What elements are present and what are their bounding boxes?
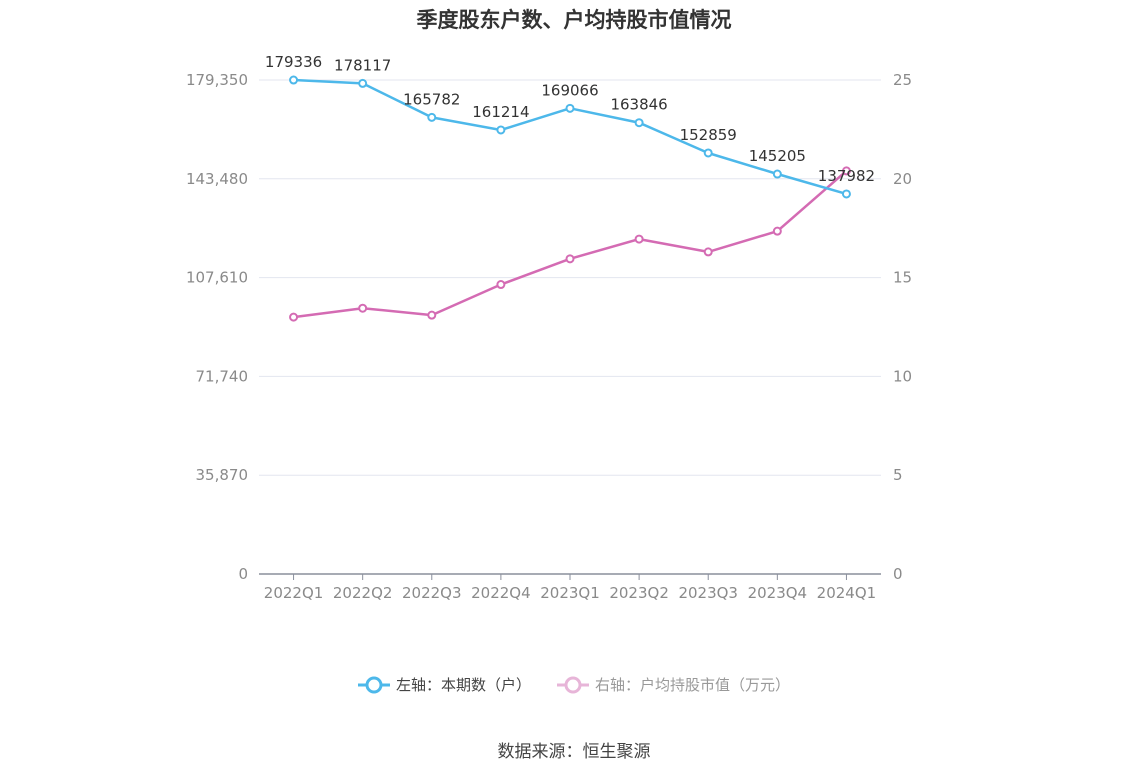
data-point-left bbox=[289, 75, 299, 85]
left-axis-tick-label: 0 bbox=[238, 565, 248, 583]
data-point-left bbox=[772, 169, 782, 179]
data-point-left bbox=[496, 125, 506, 135]
series-line-right bbox=[293, 169, 848, 319]
data-point-right bbox=[427, 310, 437, 320]
source-note: 数据来源：恒生聚源 bbox=[497, 742, 651, 762]
data-point-right bbox=[634, 234, 644, 244]
data-point-left bbox=[565, 103, 575, 113]
x-axis-tick-label: 2023Q3 bbox=[678, 584, 738, 602]
data-point-right bbox=[565, 254, 575, 264]
data-point-left bbox=[427, 112, 437, 122]
data-point-left bbox=[358, 78, 368, 88]
right-axis-tick-label: 15 bbox=[893, 269, 912, 287]
data-point-right bbox=[703, 247, 713, 257]
x-axis-tick-label: 2022Q1 bbox=[264, 584, 324, 602]
left-axis-tick-label: 143,480 bbox=[186, 170, 248, 188]
left-axis-tick-label: 35,870 bbox=[196, 466, 249, 484]
left-axis-tick-label: 71,740 bbox=[196, 367, 249, 385]
data-label: 145205 bbox=[749, 147, 806, 165]
series-points bbox=[289, 75, 851, 322]
data-label: 163846 bbox=[610, 96, 667, 114]
right-axis-tick-label: 10 bbox=[893, 367, 912, 385]
legend-item-left-series[interactable]: 左轴：本期数（户） bbox=[357, 674, 531, 695]
x-axis-tick-label: 2022Q4 bbox=[471, 584, 531, 602]
data-label: 178117 bbox=[334, 56, 391, 74]
data-label: 179336 bbox=[265, 53, 322, 71]
data-label: 161214 bbox=[472, 103, 529, 121]
axes: 0 0 35,870 5 71,740 10 107,610 15 143,480 20 179,3… bbox=[186, 71, 912, 602]
x-axis-tick-label: 2023Q4 bbox=[748, 584, 808, 602]
data-point-left bbox=[841, 189, 851, 199]
legend-item-right-series[interactable]: 右轴：户均持股市值（万元） bbox=[557, 674, 790, 695]
x-axis-tick-label: 2022Q3 bbox=[402, 584, 462, 602]
x-axis-tick-label: 2024Q1 bbox=[817, 584, 877, 602]
left-axis-tick-label: 107,610 bbox=[186, 269, 248, 287]
x-axis-tick-label: 2023Q2 bbox=[609, 584, 669, 602]
legend-label-left-series: 左轴：本期数（户） bbox=[395, 676, 531, 694]
right-axis-tick-label: 20 bbox=[893, 170, 912, 188]
series-lines bbox=[293, 78, 848, 319]
data-point-right bbox=[289, 312, 299, 322]
grid-lines bbox=[259, 79, 881, 476]
data-labels: 179336 178117 165782 161214 169066 163846 1528… bbox=[265, 53, 875, 185]
chart-title: 季度股东户数、户均持股市值情况 bbox=[416, 8, 732, 32]
data-point-right bbox=[772, 226, 782, 236]
x-axis-tick-label: 2023Q1 bbox=[540, 584, 600, 602]
legend-label-right-series: 右轴：户均持股市值（万元） bbox=[595, 676, 791, 694]
data-label: 169066 bbox=[541, 81, 598, 99]
legend: 左轴：本期数（户） 右轴：户均持股市值（万元） bbox=[0, 674, 1148, 695]
legend-swatch-right-icon bbox=[557, 676, 589, 693]
x-axis-tick-label: 2022Q2 bbox=[333, 584, 393, 602]
data-label: 152859 bbox=[680, 126, 737, 144]
left-axis-tick-label: 179,350 bbox=[186, 71, 248, 89]
data-point-left bbox=[703, 148, 713, 158]
right-axis-tick-label: 0 bbox=[893, 565, 903, 583]
data-point-right bbox=[841, 166, 851, 176]
right-axis-tick-label: 5 bbox=[893, 466, 903, 484]
legend-swatch-left-icon bbox=[357, 676, 390, 693]
data-point-left bbox=[634, 118, 644, 128]
data-point-right bbox=[496, 280, 506, 290]
data-point-right bbox=[358, 303, 368, 313]
data-label: 165782 bbox=[403, 90, 460, 108]
right-axis-tick-label: 25 bbox=[893, 71, 912, 89]
data-label: 137982 bbox=[818, 167, 875, 185]
